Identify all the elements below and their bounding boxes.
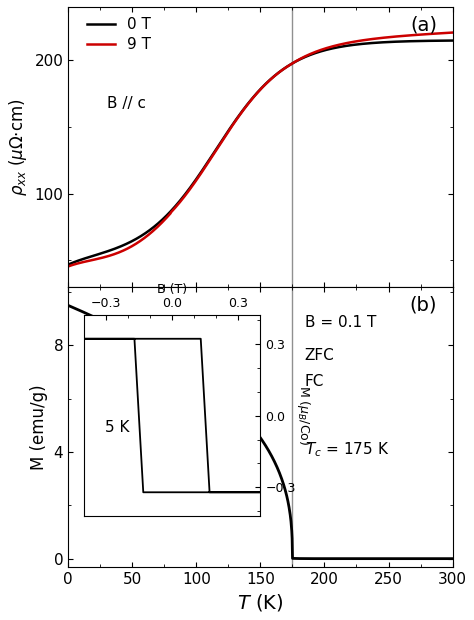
0 T (65, 261, 71, 268)
Text: ZFC: ZFC (305, 348, 334, 363)
X-axis label: $T$ (K): $T$ (K) (237, 592, 283, 613)
Text: $T_c$ = 175 K: $T_c$ = 175 K (305, 441, 389, 459)
9 T (105, 252, 110, 260)
9 T (329, 43, 335, 50)
Text: B // c: B // c (107, 97, 146, 112)
9 T (65, 263, 71, 270)
Line: 0 T: 0 T (68, 40, 453, 265)
0 T (221, 134, 227, 141)
Line: 9 T: 9 T (68, 33, 453, 267)
0 T (105, 247, 110, 255)
Text: (a): (a) (410, 16, 437, 34)
Y-axis label: $\rho_{xx}$ ($\mu\Omega$$\cdot$cm): $\rho_{xx}$ ($\mu\Omega$$\cdot$cm) (7, 98, 29, 196)
0 T (235, 114, 240, 122)
9 T (450, 29, 456, 37)
9 T (221, 135, 227, 143)
0 T (329, 45, 335, 52)
Text: (b): (b) (410, 295, 437, 314)
9 T (235, 115, 240, 122)
Y-axis label: M (emu/g): M (emu/g) (30, 384, 48, 469)
9 T (372, 35, 378, 42)
Text: B = 0.1 T: B = 0.1 T (305, 315, 376, 330)
0 T (450, 37, 456, 44)
0 T (372, 39, 378, 46)
Text: FC: FC (305, 373, 324, 389)
0 T (365, 40, 371, 47)
Legend: 0 T, 9 T: 0 T, 9 T (87, 17, 151, 52)
9 T (365, 36, 371, 43)
